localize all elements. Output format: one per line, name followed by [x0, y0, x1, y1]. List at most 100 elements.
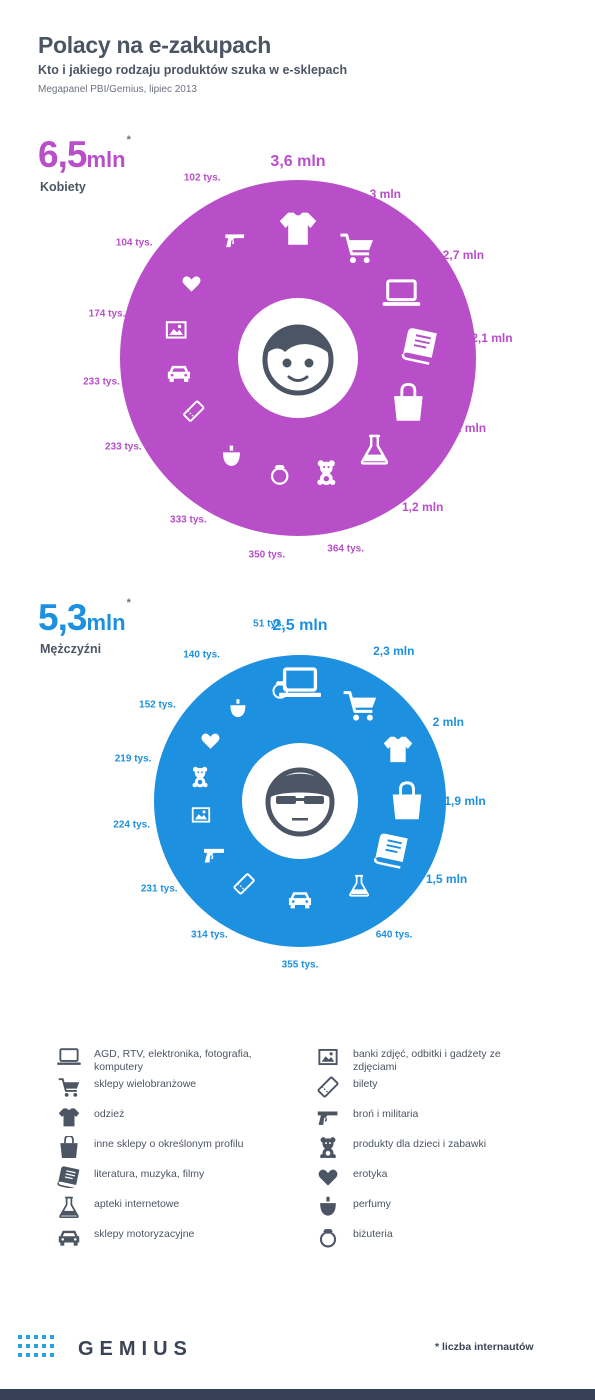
women-value-label: 2,1 mln [471, 330, 513, 345]
legend-item-label: odzież [94, 1108, 125, 1120]
men-value-label: 314 tys. [191, 929, 228, 941]
women-value-label: 1,2 mln [402, 499, 444, 514]
teddy-icon [320, 1137, 336, 1158]
legend-item-label: sklepy wielobranżowe [94, 1078, 197, 1090]
women-value-label: 364 tys. [327, 543, 365, 555]
legend-item-label: sklepy motoryzacyjne [94, 1228, 195, 1240]
gun-icon [225, 234, 245, 248]
picture-icon [165, 321, 187, 339]
picture-icon [318, 1048, 338, 1066]
women-total: 6,5mln* [38, 134, 131, 176]
book-icon [373, 833, 408, 869]
bag-icon [60, 1136, 78, 1158]
men-value-label: 2,3 mln [373, 643, 415, 658]
flask-icon [360, 434, 389, 465]
gun-icon [317, 1111, 338, 1125]
car-icon [288, 892, 312, 909]
laptop-icon [57, 1048, 81, 1065]
cart-icon [340, 233, 373, 264]
men-total-asterisk: * [126, 597, 131, 609]
men-value-label: 231 tys. [140, 883, 178, 895]
gemius-brand: GEMIUS [78, 1338, 193, 1360]
women-value-label: 350 tys. [248, 549, 286, 561]
men-value-label: 140 tys. [183, 649, 220, 661]
laptop-icon [382, 279, 421, 306]
heart-icon [201, 733, 220, 749]
men-total-value: 5,3 [38, 597, 87, 638]
ring-icon [319, 1229, 337, 1248]
page-subtitle: Kto i jakiego rodzaju produktów szuka w … [38, 63, 348, 77]
men-value-label: 152 tys. [139, 699, 176, 711]
car-icon [58, 1230, 80, 1246]
gemius-logo-icon [18, 1335, 54, 1357]
car-icon [167, 365, 190, 382]
book-icon [401, 328, 437, 365]
bag-icon [394, 382, 423, 421]
tshirt-icon [383, 736, 413, 763]
gun-icon [203, 848, 224, 863]
men-value-label: 1,9 mln [444, 794, 486, 808]
men-value-label: 355 tys. [281, 959, 319, 971]
women-value-label: 2 mln [454, 420, 487, 435]
legend-item-label: inne sklepy o określonym profilu [94, 1138, 244, 1150]
legend-item-label: apteki internetowe [94, 1198, 180, 1210]
men-value-label: 640 tys. [375, 929, 413, 941]
legend-item-label: broń i militaria [353, 1108, 419, 1120]
ticket-icon [317, 1076, 339, 1098]
women-label: Kobiety [40, 180, 86, 194]
men-value-label: 51 tys. [253, 618, 285, 630]
tshirt-icon [279, 212, 317, 245]
source-note: Megapanel PBI/Gemius, lipiec 2013 [38, 84, 197, 95]
legend-item-label: bilety [353, 1078, 378, 1090]
tshirt-icon [58, 1108, 80, 1127]
women-value-label: 233 tys. [83, 376, 120, 388]
women-total-asterisk: * [126, 134, 131, 146]
women-chart [120, 180, 476, 536]
book-icon [57, 1166, 80, 1188]
heart-icon [182, 276, 201, 292]
footnote: * liczba internautów [435, 1341, 534, 1353]
women-total-value: 6,5 [38, 134, 87, 175]
teddy-icon [317, 460, 336, 486]
legend-item-label: produkty dla dzieci i zabawki [353, 1138, 487, 1150]
ticket-icon [183, 400, 205, 422]
perfume-icon [222, 445, 240, 467]
cart-icon [58, 1078, 80, 1097]
picture-icon [191, 807, 211, 823]
legend-item-label: banki zdjęć, odbitki i gadżety ze zdjęci… [353, 1048, 501, 1073]
women-value-label: 3,6 mln [270, 153, 326, 170]
women-value-label: 2,7 mln [442, 247, 485, 262]
page-title: Polacy na e-zakupach [38, 32, 272, 58]
footer-bar [0, 1389, 595, 1400]
flask-icon [59, 1196, 79, 1218]
men-label: Mężczyźni [40, 642, 102, 656]
legend-item-label: perfumy [353, 1198, 391, 1210]
men-total: 5,3mln* [38, 597, 131, 639]
women-value-label: 174 tys. [88, 308, 126, 320]
legend-item-label: biżuteria [353, 1228, 393, 1240]
men-value-label: 219 tys. [114, 753, 152, 765]
bag-icon [392, 781, 422, 820]
men-value-label: 2 mln [432, 715, 464, 730]
men-total-unit: mln [86, 610, 126, 635]
man-face-icon [265, 767, 335, 837]
women-value-label: 333 tys. [170, 514, 207, 526]
legend-item-label: literatura, muzyka, filmy [94, 1168, 205, 1180]
men-value-label: 224 tys. [113, 819, 150, 831]
ring-icon [270, 465, 289, 485]
ring-icon [272, 681, 288, 699]
women-value-label: 3 mln [369, 186, 401, 201]
men-value-label: 2,5 mln [272, 617, 328, 634]
teddy-icon [192, 766, 208, 788]
women-value-label: 233 tys. [105, 441, 142, 453]
men-chart [154, 655, 446, 947]
women-value-label: 104 tys. [115, 237, 153, 249]
flask-icon [349, 874, 370, 897]
cart-icon [343, 691, 377, 721]
women-value-label: 102 tys. [183, 172, 221, 184]
heart-icon [318, 1169, 338, 1186]
perfume-icon [320, 1196, 336, 1216]
laptop-icon [279, 667, 321, 697]
men-value-label: 1,5 mln [425, 871, 468, 886]
women-total-unit: mln [86, 147, 126, 172]
